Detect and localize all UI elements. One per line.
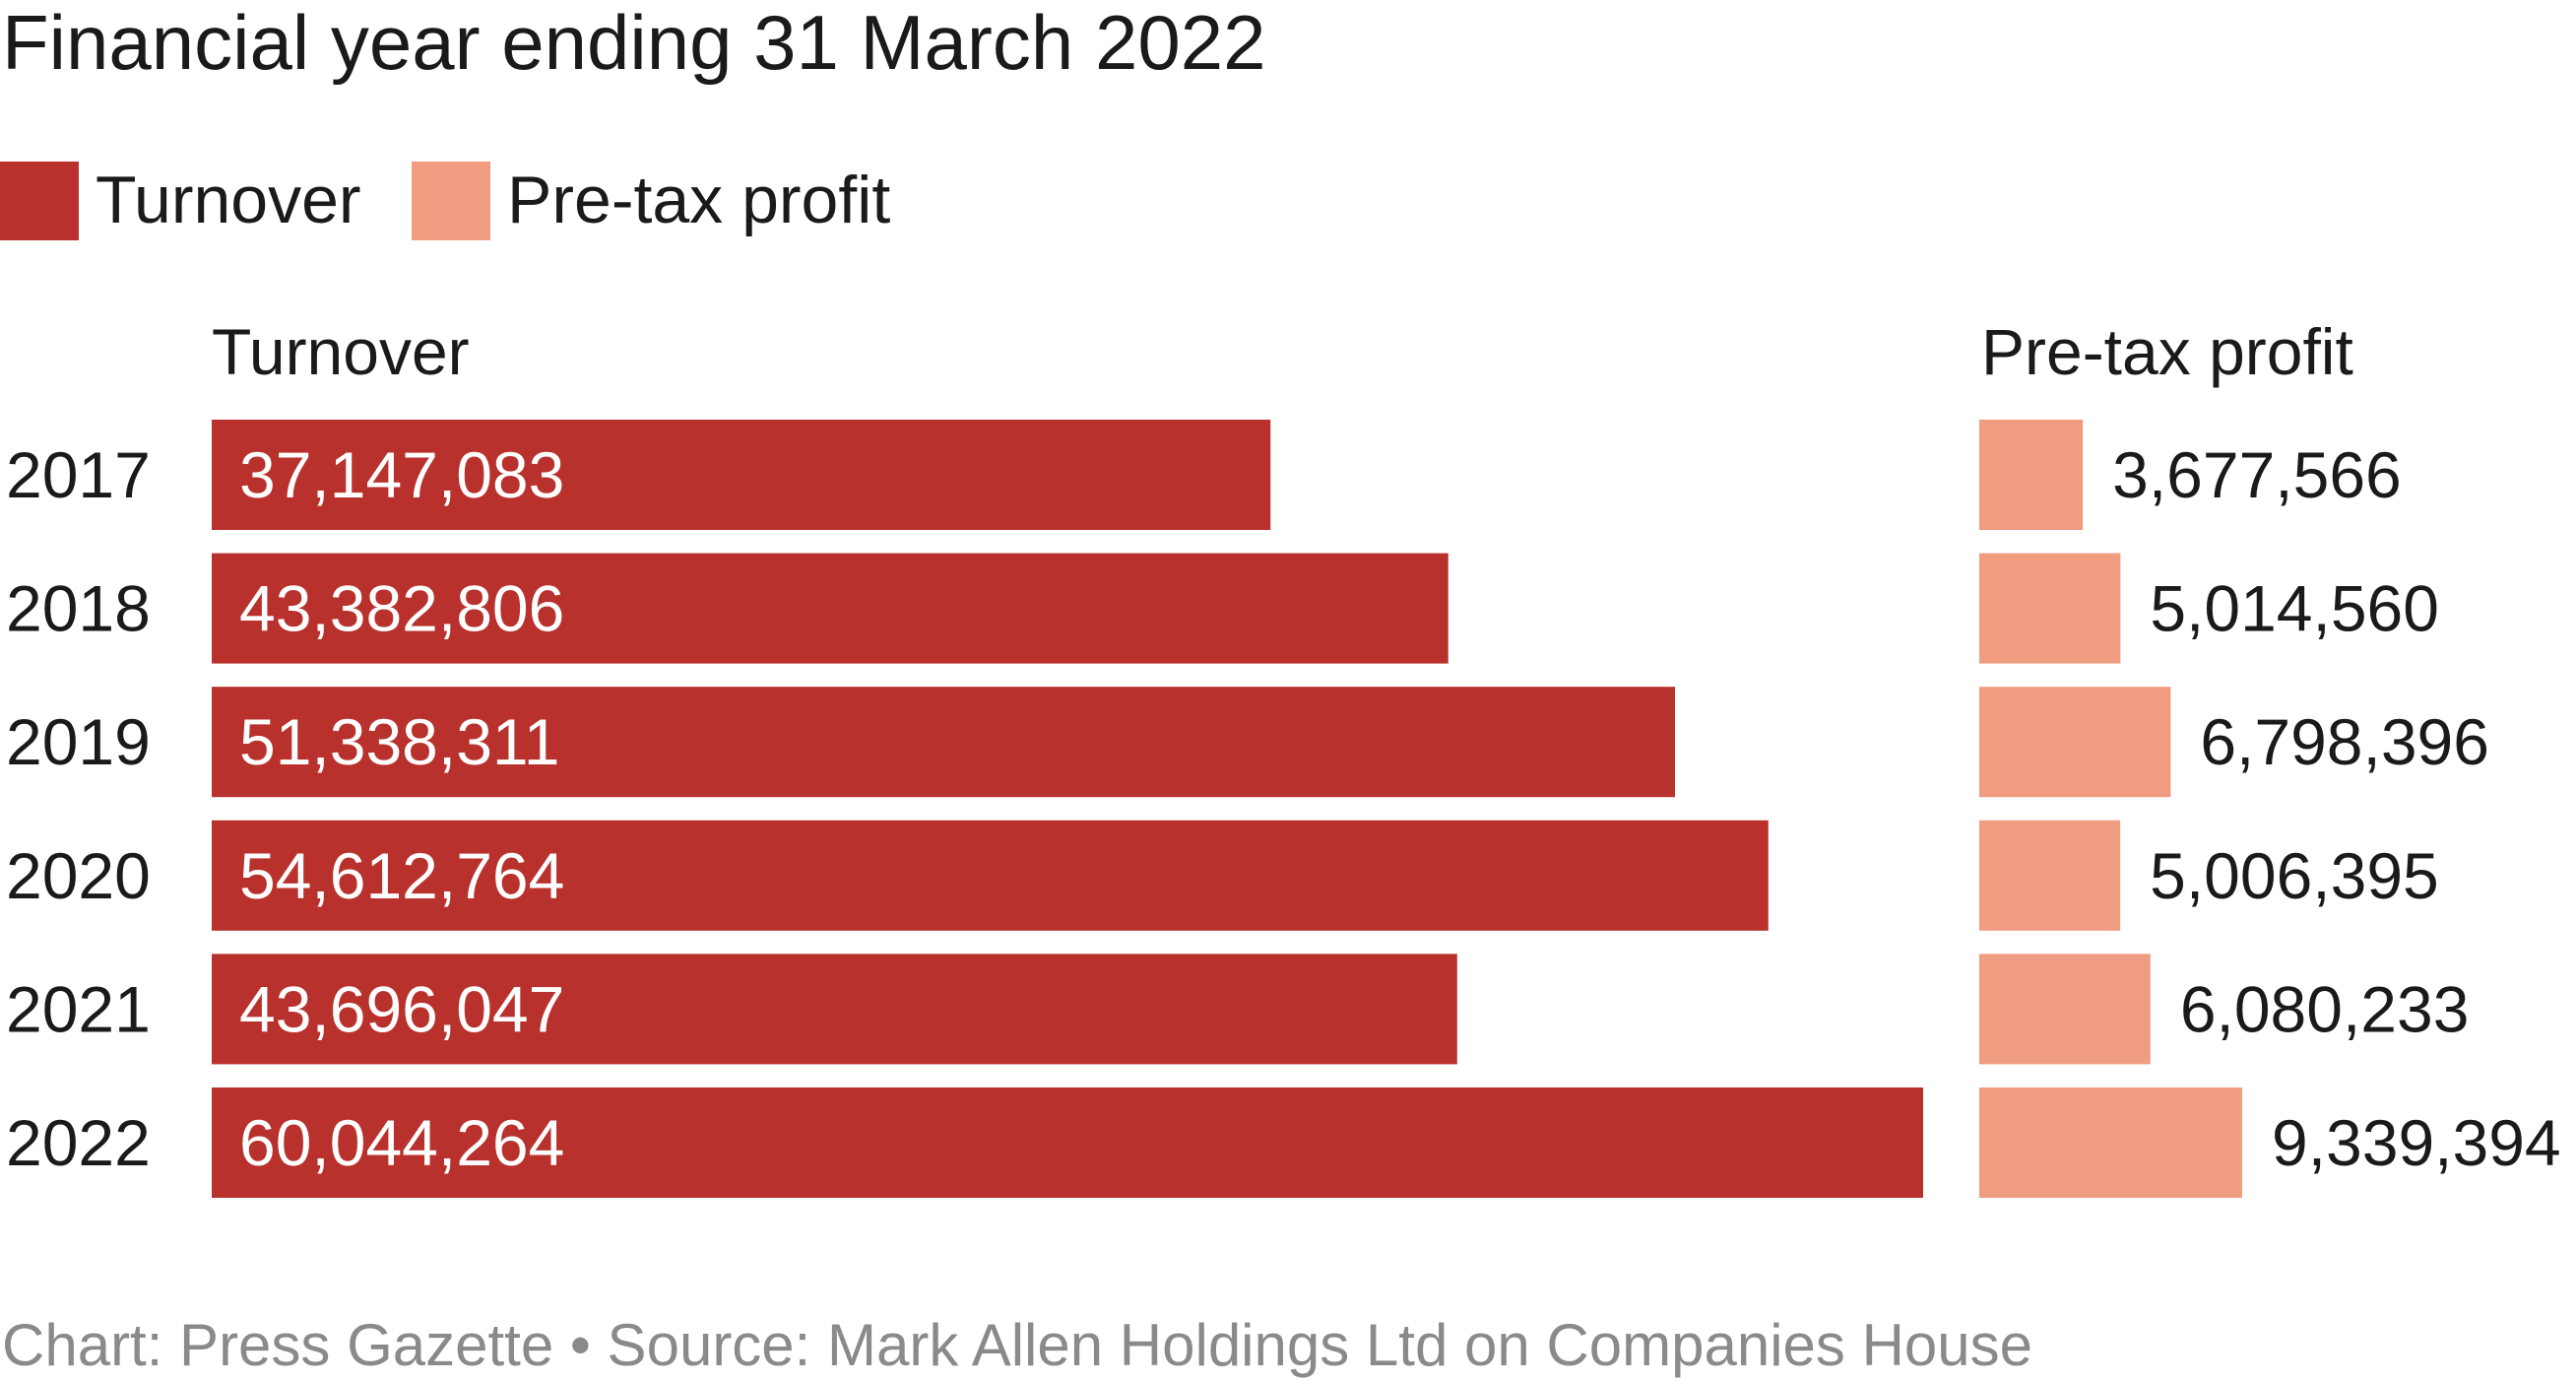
chart-source: Chart: Press Gazette • Source: Mark Alle… xyxy=(2,1312,2032,1378)
column-header-turnover: Turnover xyxy=(212,315,470,388)
legend-label-pre-tax-profit: Pre-tax profit xyxy=(507,163,890,237)
chart-row: 2018 43,382,806 5,014,560 xyxy=(6,553,2439,664)
chart-row: 2021 43,696,047 6,080,233 xyxy=(6,954,2470,1065)
turnover-bar xyxy=(212,420,1271,530)
legend-swatch-pre-tax-profit xyxy=(412,162,490,240)
turnover-value-label: 60,044,264 xyxy=(239,1106,564,1179)
pre-tax-profit-value-label: 3,677,566 xyxy=(2112,438,2402,511)
pre-tax-profit-value-label: 6,080,233 xyxy=(2180,972,2470,1045)
pre-tax-profit-bar xyxy=(1979,420,2084,530)
turnover-value-label: 51,338,311 xyxy=(239,705,559,778)
turnover-bar xyxy=(212,954,1457,1065)
column-header-pre-tax-profit: Pre-tax profit xyxy=(1981,315,2353,388)
turnover-bar xyxy=(212,553,1449,664)
legend-swatch-turnover xyxy=(0,162,79,240)
legend: Turnover Pre-tax profit xyxy=(0,162,890,240)
chart-row: 2022 60,044,264 9,339,394 xyxy=(6,1087,2561,1198)
turnover-value-label: 43,382,806 xyxy=(239,572,564,645)
pre-tax-profit-value-label: 5,006,395 xyxy=(2150,839,2439,912)
chart-rows: 2017 37,147,083 3,677,566 2018 43,382,806 5,0… xyxy=(6,420,2561,1198)
category-label: 2017 xyxy=(6,438,151,511)
turnover-value-label: 37,147,083 xyxy=(239,438,564,511)
pre-tax-profit-bar xyxy=(1979,687,2171,798)
category-label: 2019 xyxy=(6,705,151,778)
pre-tax-profit-bar xyxy=(1979,553,2121,664)
category-label: 2022 xyxy=(6,1106,151,1179)
turnover-bar xyxy=(212,1087,1923,1198)
chart-subtitle: Financial year ending 31 March 2022 xyxy=(2,0,1265,86)
chart-row: 2017 37,147,083 3,677,566 xyxy=(6,420,2402,530)
category-label: 2021 xyxy=(6,972,151,1045)
category-label: 2018 xyxy=(6,572,151,645)
category-label: 2020 xyxy=(6,839,151,912)
legend-label-turnover: Turnover xyxy=(96,163,361,237)
pre-tax-profit-value-label: 9,339,394 xyxy=(2272,1106,2561,1179)
turnover-value-label: 43,696,047 xyxy=(239,972,564,1045)
turnover-value-label: 54,612,764 xyxy=(239,839,564,912)
chart-row: 2020 54,612,764 5,006,395 xyxy=(6,820,2439,931)
turnover-bar xyxy=(212,687,1676,798)
pre-tax-profit-bar xyxy=(1979,820,2121,931)
pre-tax-profit-value-label: 5,014,560 xyxy=(2150,572,2439,645)
turnover-bar xyxy=(212,820,1769,931)
pre-tax-profit-bar xyxy=(1979,954,2151,1065)
pre-tax-profit-value-label: 6,798,396 xyxy=(2200,705,2489,778)
pre-tax-profit-bar xyxy=(1979,1087,2242,1198)
chart-row: 2019 51,338,311 6,798,396 xyxy=(6,687,2489,798)
